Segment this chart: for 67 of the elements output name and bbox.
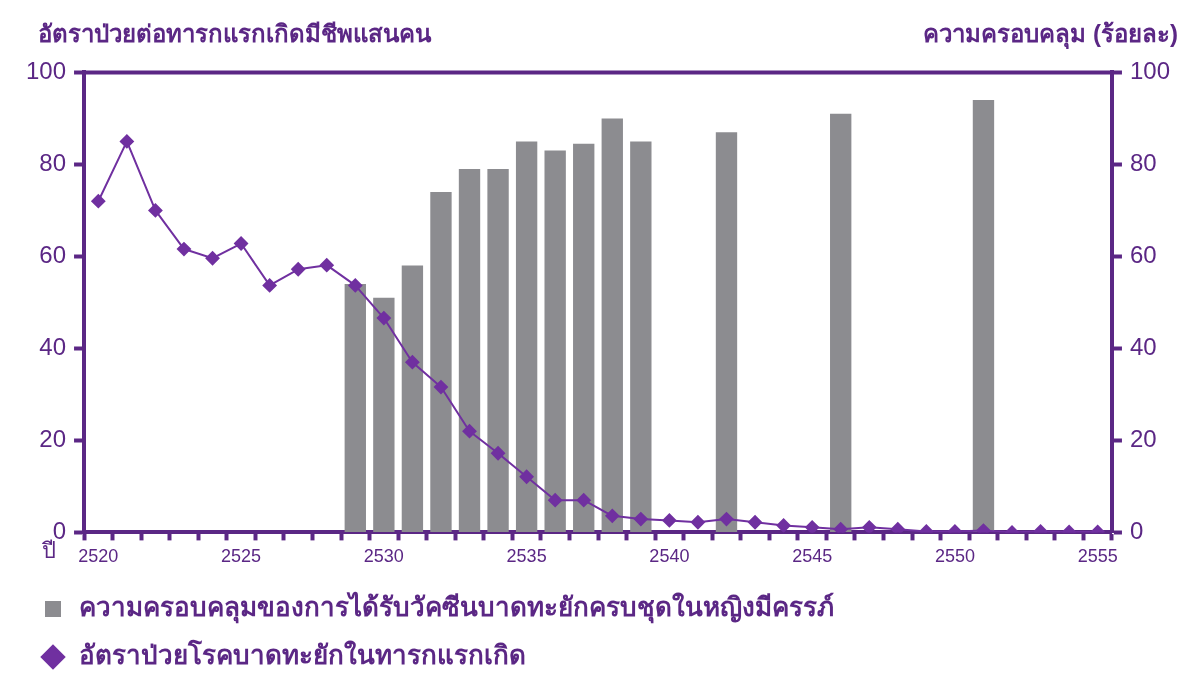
y2-tick-label: 0 xyxy=(1129,517,1144,545)
bar xyxy=(630,141,652,532)
x-tick-label: 2555 xyxy=(1077,546,1118,567)
bar xyxy=(972,100,995,532)
bar xyxy=(515,141,538,532)
y-tick-label: 40 xyxy=(39,333,67,361)
point xyxy=(719,512,734,527)
point xyxy=(576,493,591,508)
y-tick-label: 80 xyxy=(39,149,67,177)
x-tick-label: 2525 xyxy=(221,546,262,567)
y2-tick-label: 40 xyxy=(1129,333,1157,361)
point xyxy=(890,522,905,533)
y2-tick-label: 60 xyxy=(1129,241,1157,269)
point xyxy=(262,278,277,293)
y2-tick-label: 80 xyxy=(1129,149,1157,177)
bar xyxy=(830,113,852,532)
x-tick-label: 2530 xyxy=(363,546,404,567)
y2-tick-label: 20 xyxy=(1129,425,1157,453)
point xyxy=(633,512,648,527)
y2-tick-label: 100 xyxy=(1129,57,1170,85)
bar xyxy=(487,169,509,532)
bar xyxy=(373,297,395,532)
point xyxy=(748,515,763,530)
legend-label: อัตราป่วยโรคบาดทะยักในทารกแรกเกิด xyxy=(79,639,526,671)
y-tick-label: 60 xyxy=(39,241,67,269)
point xyxy=(148,203,163,218)
bar xyxy=(601,118,623,532)
y-tick-label: 100 xyxy=(26,57,67,85)
y-axis-title: อัตราป่วยต่อทารกแรกเกิดมีชีพแสนคน xyxy=(38,19,431,49)
point xyxy=(776,518,791,533)
point xyxy=(376,311,391,326)
bar xyxy=(344,284,366,532)
point xyxy=(690,515,705,530)
bar xyxy=(458,169,481,532)
y-tick-label: 20 xyxy=(39,425,67,453)
point xyxy=(548,493,563,508)
bar xyxy=(715,132,738,532)
point xyxy=(491,446,506,461)
x-tick-label: 2540 xyxy=(649,546,690,567)
y2-axis-title: ความครอบคลุม (ร้อยละ) xyxy=(923,19,1178,50)
bar xyxy=(544,150,566,532)
point xyxy=(234,236,249,251)
point xyxy=(433,380,448,395)
bar xyxy=(430,192,452,532)
point xyxy=(833,522,848,533)
point xyxy=(862,520,877,533)
point xyxy=(119,134,134,149)
point xyxy=(176,242,191,257)
point xyxy=(319,258,334,273)
point xyxy=(605,508,620,523)
bar xyxy=(573,143,595,532)
x-tick-label: 2545 xyxy=(792,546,833,567)
legend-label: ความครอบคลุมของการได้รับวัคซีนบาดทะยักครบชุดในหญิงมีครรภ์ xyxy=(79,591,834,625)
point xyxy=(91,194,106,209)
x-axis-title: ปี xyxy=(41,538,57,564)
bar xyxy=(401,265,424,532)
point xyxy=(662,513,677,528)
point xyxy=(805,520,820,533)
point xyxy=(405,355,420,370)
x-tick-label: 2550 xyxy=(934,546,975,567)
x-tick-label: 2535 xyxy=(506,546,547,567)
x-tick-label: 2520 xyxy=(78,546,119,567)
point xyxy=(519,469,534,484)
point xyxy=(205,251,220,266)
point xyxy=(348,278,363,293)
point xyxy=(291,262,306,277)
point xyxy=(462,424,477,439)
